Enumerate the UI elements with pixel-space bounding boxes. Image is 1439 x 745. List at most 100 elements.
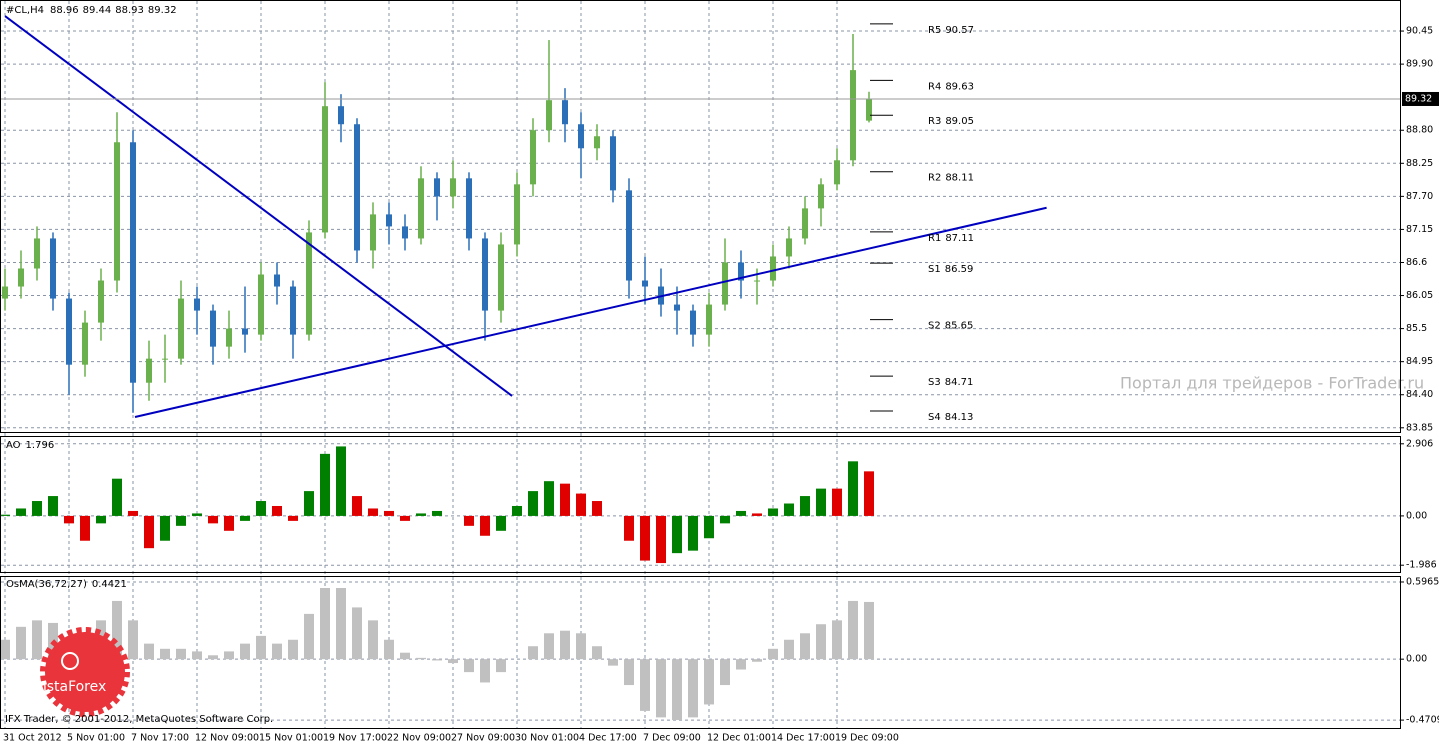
x-tick-label: 4 Dec 17:00 <box>579 733 637 744</box>
ao-bar <box>736 510 746 516</box>
pivot-label: R1 87.11 <box>928 233 974 244</box>
candle-body <box>66 298 72 365</box>
pivot-value: 88.11 <box>945 173 974 184</box>
ao-bar <box>208 515 218 524</box>
ao-frame <box>0 436 1401 573</box>
osma-bar <box>480 659 490 683</box>
candle-body <box>34 238 40 269</box>
osma-bar <box>720 659 730 686</box>
candle-body <box>18 268 24 287</box>
candle-body <box>530 130 536 185</box>
grid-layer <box>1 1 1400 728</box>
ao-bar <box>0 514 10 516</box>
candle-body <box>706 304 712 335</box>
ao-header: AO 1.796 <box>6 440 54 451</box>
pivot-value: 84.71 <box>945 377 974 388</box>
ao-title: AO <box>6 440 21 451</box>
y-tick-label: 88.25 <box>1406 158 1433 169</box>
ao-bar <box>240 515 250 521</box>
osma-bar <box>736 659 746 670</box>
ao-bar <box>688 515 698 551</box>
footer: IFX Trader, © 2001-2012, MetaQuotes Soft… <box>5 714 273 725</box>
ao-bar <box>80 515 90 541</box>
osma-bar <box>528 646 538 660</box>
candle-body <box>562 100 568 125</box>
candle-body <box>274 274 280 287</box>
pivot-label: S2 85.65 <box>928 321 973 332</box>
ao-bar <box>432 510 442 516</box>
osma-bar <box>672 659 682 720</box>
osma-bar <box>624 659 634 686</box>
ao-bar <box>800 496 810 516</box>
x-tick-label: 7 Dec 09:00 <box>643 733 701 744</box>
trendline <box>134 206 1047 418</box>
pivot-label: R2 88.11 <box>928 173 974 184</box>
pivot-value: 87.11 <box>945 233 974 244</box>
osma-last: 0.4421 <box>92 579 127 590</box>
candle-body <box>290 286 296 335</box>
main-header: #CL,H4 88.96 89.44 88.93 89.32 <box>6 5 177 16</box>
ao-last: 1.796 <box>26 440 55 451</box>
ao-bar <box>192 513 202 516</box>
candle-body <box>642 280 648 287</box>
candle-body <box>578 124 584 149</box>
y-tick-label: 87.15 <box>1406 224 1433 235</box>
osma-bar <box>112 600 122 660</box>
osma-bar <box>832 620 842 660</box>
osma-bar <box>768 648 778 660</box>
osma-bar <box>848 600 858 660</box>
logo: InstaForex <box>34 627 130 717</box>
candle-body <box>130 142 136 383</box>
ao-bar <box>672 515 682 554</box>
candle-body <box>50 238 56 299</box>
y-tick-label: 84.40 <box>1406 389 1433 400</box>
y-tick-label: 88.80 <box>1406 125 1433 136</box>
high-value: 89.44 <box>83 5 112 16</box>
candle-body <box>610 136 616 191</box>
ao-bar <box>784 503 794 516</box>
y-tick-label: 89.90 <box>1406 59 1433 70</box>
candle-body <box>98 280 104 323</box>
ao-bar <box>384 510 394 516</box>
candle-body <box>322 106 328 233</box>
pivot-label: R5 90.57 <box>928 25 974 36</box>
logo-text: InstaForex <box>34 679 107 695</box>
ao-bar <box>752 513 762 516</box>
pivot-name: R5 <box>928 25 941 36</box>
osma-bar <box>144 643 154 660</box>
pivot-label: S1 86.59 <box>928 264 973 275</box>
osma-bar <box>368 620 378 660</box>
main-frame <box>0 0 1401 433</box>
pivot-value: 84.13 <box>945 412 974 423</box>
candle-body <box>370 214 376 251</box>
pivot-name: S3 <box>928 377 941 388</box>
osma-bar <box>256 635 266 660</box>
candle-body <box>194 298 200 311</box>
osma-bar <box>240 643 250 660</box>
pivot-value: 89.05 <box>945 116 974 127</box>
ao-bar <box>272 505 282 516</box>
open-value: 88.96 <box>50 5 79 16</box>
candle-body <box>2 286 8 299</box>
osma-bar <box>16 626 26 660</box>
y-tick-label: 0.00 <box>1406 510 1427 521</box>
osma-bar <box>448 659 458 664</box>
ao-bar <box>256 501 266 516</box>
osma-bar <box>336 587 346 660</box>
ao-bar <box>832 488 842 516</box>
ao-bar <box>464 515 474 526</box>
candle-body <box>258 274 264 335</box>
logo-icon <box>61 652 79 670</box>
osma-bar <box>384 639 394 660</box>
osma-bar <box>752 659 762 662</box>
ao-bar <box>512 505 522 516</box>
pivot-name: S1 <box>928 264 941 275</box>
ao-bar <box>368 508 378 516</box>
ao-bar <box>544 481 554 516</box>
pivot-label: S3 84.71 <box>928 377 973 388</box>
ao-bar <box>528 491 538 516</box>
ao-bar <box>144 515 154 549</box>
osma-bar <box>464 659 474 673</box>
candle-body <box>546 100 552 131</box>
ao-bar <box>176 515 186 526</box>
